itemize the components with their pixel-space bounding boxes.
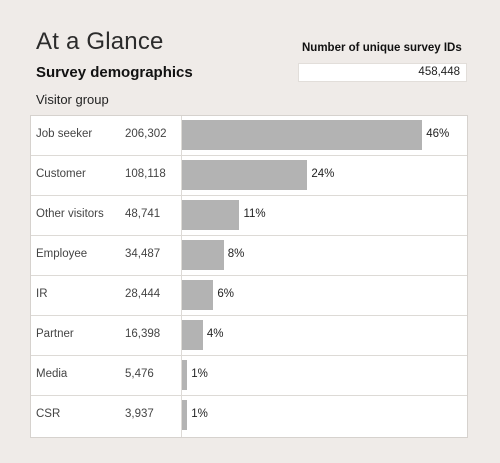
percent-label: 1% (191, 408, 208, 420)
category-label: IR (36, 288, 48, 300)
category-count: 28,444 (125, 288, 161, 300)
unique-survey-ids-value: 458,448 (418, 66, 460, 78)
percent-label: 4% (206, 328, 224, 340)
unique-survey-ids-box: 458,448 (298, 63, 467, 82)
chart-row: Job seeker 206,302 46% (31, 116, 467, 156)
category-label: Customer (36, 168, 86, 180)
category-count: 34,487 (125, 248, 161, 260)
bar (182, 360, 188, 390)
percent-label: 6% (217, 288, 234, 300)
category-label: Partner (36, 328, 74, 340)
percent-label: 46% (426, 128, 450, 140)
category-label: Employee (36, 248, 88, 260)
percent-label: 1% (191, 368, 208, 380)
chart-row: Other visitors 48,741 11% (31, 196, 467, 236)
bar (182, 240, 224, 270)
category-count: 108,118 (125, 168, 166, 180)
category-label: CSR (36, 408, 61, 420)
bar (182, 320, 203, 350)
category-count: 3,937 (125, 408, 154, 420)
category-label: Media (36, 368, 68, 380)
chart-row: Employee 34,487 8% (31, 236, 467, 276)
section-title: Survey demographics (36, 64, 193, 81)
percent-label: 8% (227, 248, 245, 260)
chart-row: Media 5,476 1% (31, 356, 467, 396)
chart-row: CSR 3,937 1% (31, 396, 467, 436)
chart-row: Partner 16,398 4% (31, 316, 467, 356)
category-count: 206,302 (125, 128, 167, 140)
bar (182, 200, 240, 230)
bar (182, 400, 188, 430)
column-divider (181, 116, 182, 437)
bar (182, 120, 423, 150)
unique-survey-ids-label: Number of unique survey IDs (302, 42, 462, 54)
bar (182, 280, 214, 310)
category-count: 48,741 (125, 208, 161, 220)
category-label: Job seeker (36, 128, 93, 140)
visitor-group-bar-chart: Job seeker 206,302 46% Customer 108,118 24% Ot… (30, 115, 468, 438)
category-count: 16,398 (125, 328, 161, 340)
chart-row: IR 28,444 6% (31, 276, 467, 316)
bar (182, 160, 308, 190)
category-label: Other visitors (36, 208, 104, 220)
percent-label: 24% (311, 168, 335, 180)
page-title: At a Glance (36, 28, 164, 55)
category-count: 5,476 (125, 368, 154, 380)
percent-label: 11% (243, 208, 266, 220)
visitor-group-label: Visitor group (36, 92, 109, 107)
chart-row: Customer 108,118 24% (31, 156, 467, 196)
